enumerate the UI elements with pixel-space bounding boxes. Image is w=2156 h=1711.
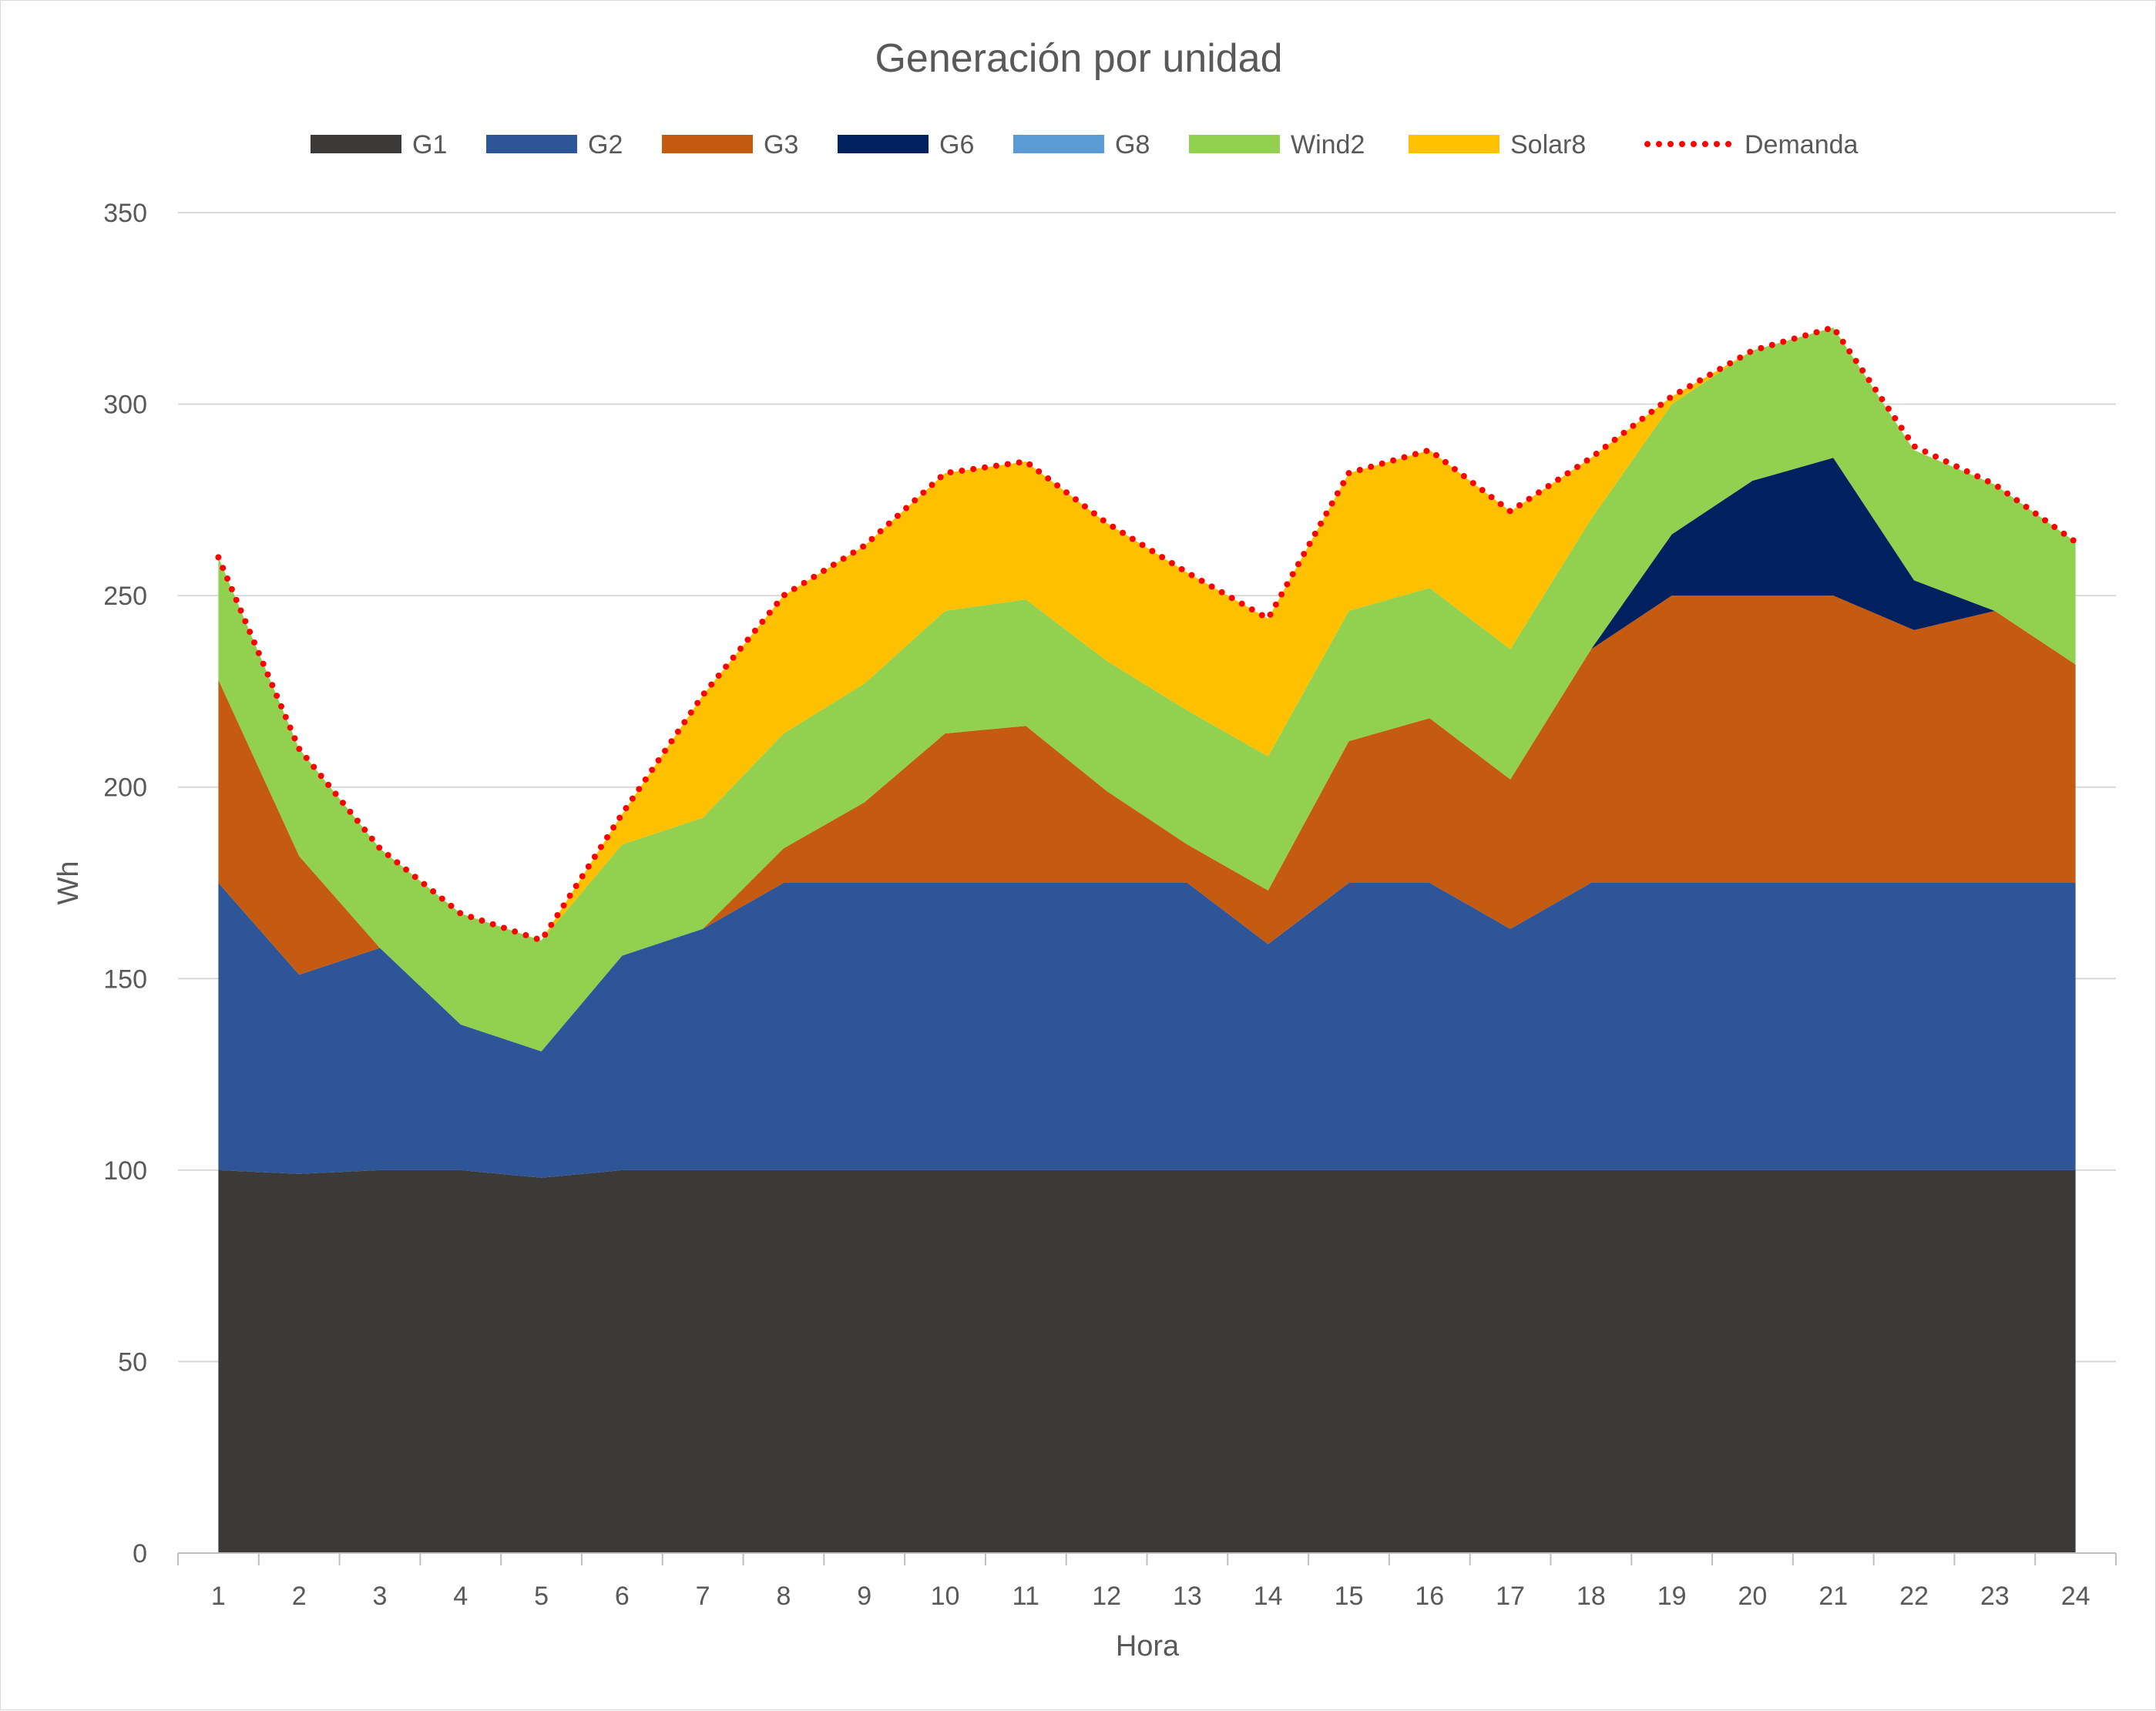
x-tick-label: 20 (1738, 1582, 1768, 1611)
legend: G1 G2 G3 G6 G8 Wind2 Solar8 Demanda (311, 130, 1859, 159)
x-tick-label: 5 (534, 1582, 549, 1611)
legend-item-g3: G3 (662, 130, 798, 159)
area-g2 (218, 883, 2076, 1178)
x-axis-title: Hora (1116, 1630, 1180, 1662)
x-tick-label: 2 (292, 1582, 307, 1611)
y-tick-label: 250 (103, 582, 147, 611)
legend-label: Demanda (1745, 130, 1859, 159)
y-tick-label: 200 (103, 773, 147, 803)
legend-swatch (1013, 135, 1104, 153)
x-tick-label: 21 (1818, 1582, 1848, 1611)
legend-item-wind2: Wind2 (1189, 130, 1365, 159)
x-tick-label: 23 (1980, 1582, 2010, 1611)
x-tick-label: 6 (615, 1582, 630, 1611)
area-wind2 (218, 327, 2076, 1052)
y-axis-title: Wh (52, 861, 85, 905)
y-tick-label: 150 (103, 965, 147, 994)
x-tick-label: 12 (1092, 1582, 1121, 1611)
legend-swatch (838, 135, 929, 153)
y-tick-label: 100 (103, 1156, 147, 1186)
area-g1 (218, 1169, 2076, 1553)
x-tick-label: 15 (1335, 1582, 1364, 1611)
legend-label: Solar8 (1510, 130, 1586, 159)
y-tick-label: 350 (103, 199, 147, 228)
x-tick-label: 14 (1254, 1582, 1283, 1611)
x-tick-label: 19 (1657, 1582, 1687, 1611)
legend-swatch (486, 135, 577, 153)
demand-line (215, 324, 2079, 944)
legend-swatch (1409, 135, 1499, 153)
legend-label: Wind2 (1291, 130, 1365, 159)
x-tick-label: 17 (1496, 1582, 1525, 1611)
x-tick-label: 11 (1013, 1582, 1039, 1611)
x-tick-label: 10 (931, 1582, 960, 1611)
legend-item-g1: G1 (311, 130, 447, 159)
legend-label: G2 (588, 130, 623, 159)
x-tick-label: 16 (1415, 1582, 1444, 1611)
x-tick-label: 22 (1899, 1582, 1929, 1611)
legend-item-demanda: Demanda (1644, 130, 1859, 159)
legend-item-g2: G2 (486, 130, 623, 159)
demand-series (215, 324, 2079, 944)
legend-label: G1 (412, 130, 447, 159)
y-tick-labels: 0 50 100 150 200 250 300 350 (103, 199, 147, 1568)
x-tick-label: 3 (373, 1582, 388, 1611)
legend-label: G6 (939, 130, 974, 159)
legend-item-g6: G6 (838, 130, 974, 159)
area-series (218, 327, 2076, 1553)
y-tick-label: 50 (118, 1347, 147, 1377)
legend-swatch (662, 135, 753, 153)
legend-swatch (1189, 135, 1280, 153)
area-g3 (218, 595, 2076, 1052)
area-solar8 (218, 327, 2076, 941)
x-tick-label: 18 (1577, 1582, 1606, 1611)
x-tick-label: 7 (696, 1582, 710, 1611)
legend-item-solar8: Solar8 (1409, 130, 1586, 159)
y-tick-label: 0 (133, 1539, 147, 1568)
x-tick-label: 13 (1173, 1582, 1202, 1611)
x-tick-labels: 1 2 3 4 5 6 7 8 9 10 11 12 13 14 15 16 17 18 19 20 21 22 23 24 (211, 1582, 2091, 1611)
legend-label: G3 (764, 130, 798, 159)
legend-label: G8 (1115, 130, 1150, 159)
x-tick-label: 9 (857, 1582, 871, 1611)
axes (177, 1552, 2117, 1565)
x-tick-label: 1 (211, 1582, 226, 1611)
legend-swatch (311, 135, 401, 153)
x-tick-label: 4 (453, 1582, 468, 1611)
x-tick-label: 8 (776, 1582, 791, 1611)
legend-item-g8: G8 (1013, 130, 1150, 159)
x-tick-label: 24 (2061, 1582, 2091, 1611)
y-tick-label: 300 (103, 391, 147, 420)
chart-title: Generación por unidad (875, 36, 1282, 81)
